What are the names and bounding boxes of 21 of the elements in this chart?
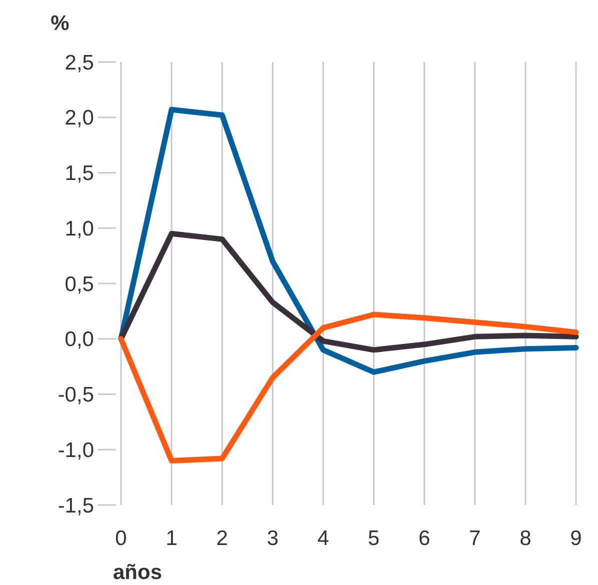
y-tick-label: -1,0 xyxy=(58,438,94,462)
y-tick-label: -0,5 xyxy=(58,384,94,407)
x-tick-label: 1 xyxy=(166,527,178,550)
y-tick-label: -1,5 xyxy=(58,494,94,518)
x-tick-label: 4 xyxy=(317,527,330,550)
x-tick-label: 5 xyxy=(368,527,380,550)
y-tick-label: 1,0 xyxy=(64,217,94,240)
y-tick-label: 1,5 xyxy=(64,162,94,186)
x-tick-label: 2 xyxy=(216,527,228,550)
x-tick-label: 0 xyxy=(115,527,127,550)
x-axis-title: años xyxy=(113,561,162,584)
y-axis-title: % xyxy=(50,12,70,35)
y-tick-label: 2,0 xyxy=(64,106,94,130)
y-tick-label: 0,5 xyxy=(64,272,94,296)
y-tick-label: 2,5 xyxy=(64,51,94,74)
x-tick-label: 9 xyxy=(570,527,582,550)
x-tick-label: 7 xyxy=(469,527,481,550)
y-tick-label: 0,0 xyxy=(64,328,94,352)
x-tick-label: 6 xyxy=(418,527,430,550)
x-tick-label: 8 xyxy=(520,527,532,550)
x-tick-label: 3 xyxy=(266,527,279,550)
